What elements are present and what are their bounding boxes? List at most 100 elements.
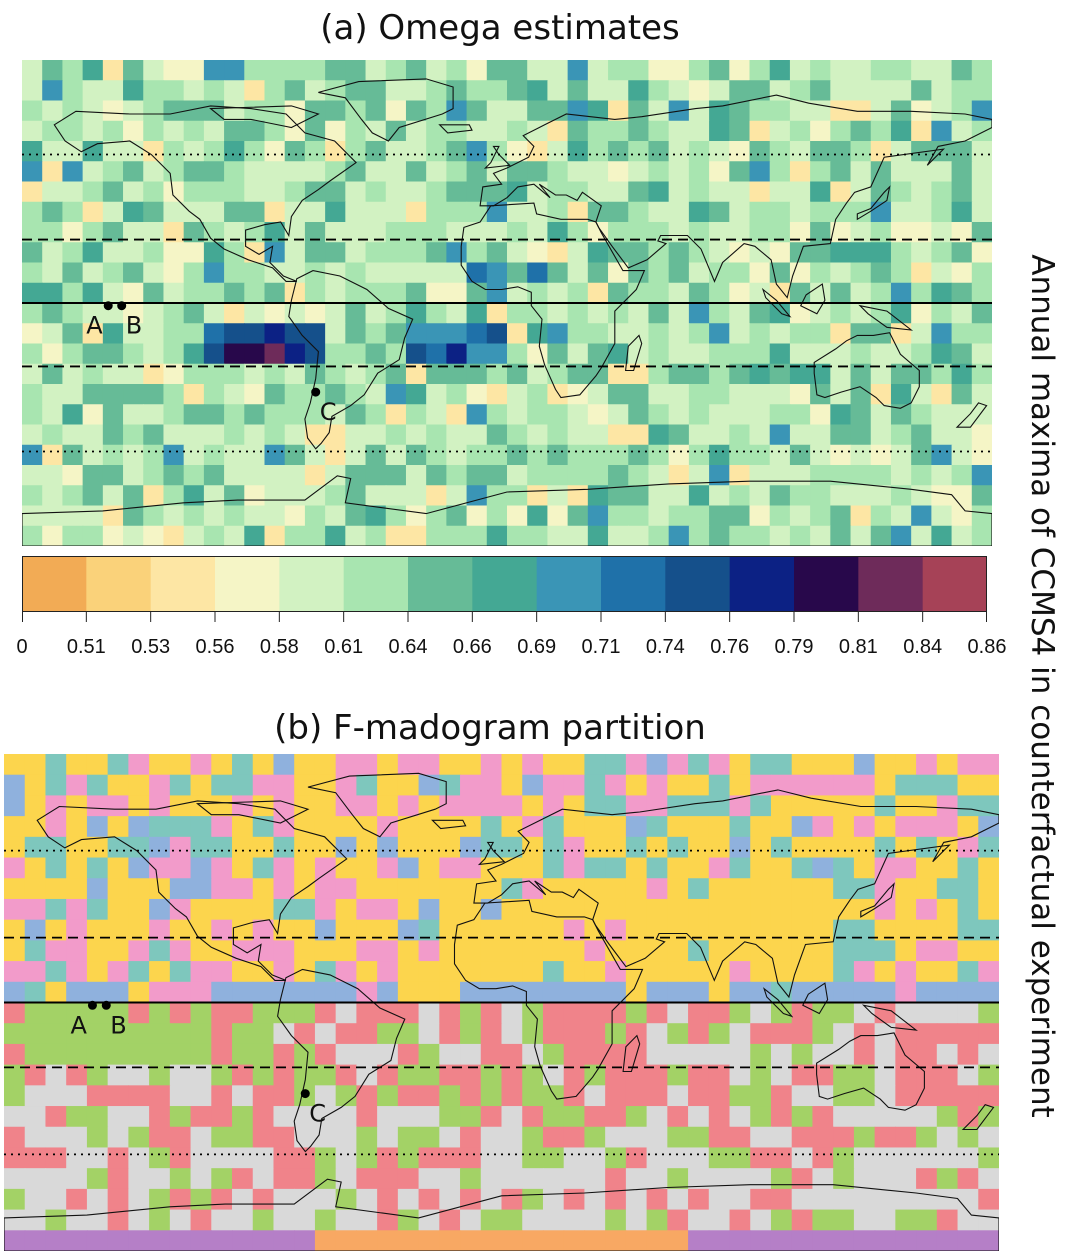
grid-cell xyxy=(527,525,549,546)
grid-cell xyxy=(833,878,855,900)
grid-cell xyxy=(507,181,528,203)
grid-cell xyxy=(729,1230,751,1251)
grid-cell xyxy=(385,424,407,446)
grid-cell xyxy=(729,525,751,546)
grid-cell xyxy=(190,1126,212,1149)
grid-cell xyxy=(729,961,751,983)
grid-cell xyxy=(252,1085,275,1107)
grid-cell xyxy=(769,282,791,304)
colorbar-swatch xyxy=(794,556,859,612)
grid-cell xyxy=(870,60,892,81)
grid-cell xyxy=(812,754,834,776)
grid-cell xyxy=(190,754,212,776)
colorbar-swatch xyxy=(601,556,666,612)
grid-cell xyxy=(405,141,427,162)
land-outline xyxy=(473,789,999,999)
grid-cell xyxy=(770,1188,793,1211)
grid-cell xyxy=(107,816,129,838)
grid-cell xyxy=(264,80,286,102)
grid-cell xyxy=(789,222,811,243)
grid-cell xyxy=(45,1043,67,1066)
grid-cell xyxy=(62,384,84,405)
grid-cell xyxy=(648,242,670,264)
grid-cell xyxy=(931,363,953,385)
grid-cell xyxy=(688,1064,710,1086)
grid-cell xyxy=(522,1188,544,1211)
grid-cell xyxy=(439,1043,461,1066)
grid-cell xyxy=(232,961,254,983)
grid-cell xyxy=(211,981,233,1004)
grid-cell xyxy=(304,465,326,486)
grid-cell xyxy=(439,940,461,962)
grid-cell xyxy=(542,1209,565,1231)
grid-cell xyxy=(426,201,447,223)
grid-cell xyxy=(418,795,440,817)
grid-cell xyxy=(24,1002,47,1024)
grid-cell xyxy=(24,919,47,941)
grid-cell xyxy=(82,505,104,527)
grid-cell xyxy=(931,384,953,405)
grid-cell xyxy=(890,485,912,507)
grid-cell xyxy=(66,774,88,797)
grid-cell xyxy=(460,981,482,1004)
grid-cell xyxy=(911,343,932,365)
grid-cell xyxy=(890,201,912,223)
grid-cell xyxy=(460,836,482,859)
grid-cell xyxy=(708,919,731,941)
grid-cell xyxy=(895,1106,917,1128)
grid-cell xyxy=(314,1085,337,1107)
grid-cell xyxy=(563,754,586,776)
grid-cell xyxy=(750,1147,772,1169)
grid-cell xyxy=(916,1230,938,1251)
grid-cell xyxy=(377,961,399,983)
grid-cell xyxy=(224,141,245,162)
grid-cell xyxy=(252,981,275,1004)
grid-cell xyxy=(708,940,731,962)
grid-cell xyxy=(385,80,407,102)
grid-cell xyxy=(345,343,367,365)
grid-cell xyxy=(770,1023,793,1045)
grid-cell xyxy=(211,857,233,879)
grid-cell xyxy=(107,981,129,1004)
grid-cell xyxy=(978,1230,999,1251)
grid-cell xyxy=(102,100,124,122)
grid-cell xyxy=(931,262,953,284)
location-point-c xyxy=(300,1089,310,1099)
grid-cell xyxy=(957,795,979,817)
grid-cell xyxy=(709,444,730,466)
grid-cell xyxy=(830,363,852,385)
grid-cell xyxy=(203,323,225,345)
grid-cell xyxy=(273,1209,295,1231)
grid-cell xyxy=(587,525,609,546)
grid-cell xyxy=(203,262,225,284)
grid-cell xyxy=(833,1043,855,1066)
grid-cell xyxy=(749,120,771,142)
grid-cell xyxy=(501,1002,523,1024)
grid-cell xyxy=(24,1188,47,1211)
grid-cell xyxy=(688,1147,710,1169)
grid-cell xyxy=(567,181,589,203)
grid-cell xyxy=(82,242,104,264)
grid-cell xyxy=(325,141,346,162)
grid-cell xyxy=(82,120,104,142)
grid-cell xyxy=(810,141,831,162)
grid-cell xyxy=(507,242,528,264)
grid-cell xyxy=(143,323,165,345)
grid-cell xyxy=(128,940,150,962)
grid-cell xyxy=(232,836,254,859)
grid-cell xyxy=(563,857,586,879)
grid-cell xyxy=(830,120,852,142)
grid-cell xyxy=(345,303,367,324)
grid-cell xyxy=(911,363,932,385)
grid-cell xyxy=(486,343,508,365)
grid-cell xyxy=(418,1064,440,1086)
grid-cell xyxy=(708,1209,731,1231)
grid-cell xyxy=(895,816,917,838)
grid-cell xyxy=(418,1230,440,1251)
grid-cell xyxy=(45,816,67,838)
grid-cell xyxy=(439,1147,461,1169)
grid-cell xyxy=(971,161,992,183)
grid-cell xyxy=(542,1147,565,1169)
grid-cell xyxy=(264,282,286,304)
grid-cell xyxy=(810,384,831,405)
